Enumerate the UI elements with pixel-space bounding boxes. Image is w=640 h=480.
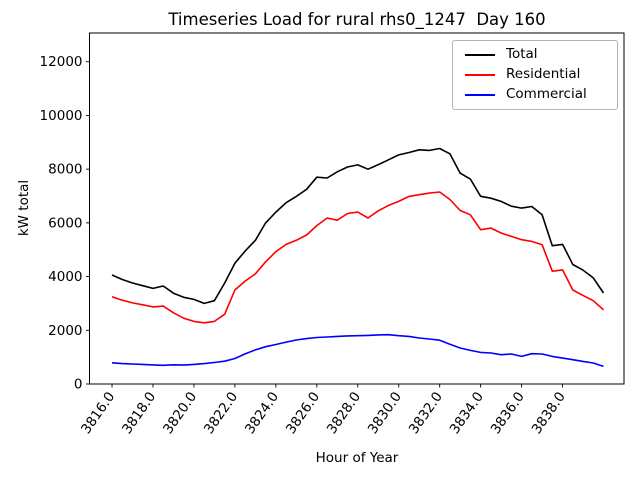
residential-line-swatch: [465, 74, 495, 76]
x-tick-label: 3834.0: [447, 389, 487, 437]
total-line-swatch: [465, 54, 495, 56]
legend-label-residential: Residential: [506, 66, 581, 83]
y-tick-label: 0: [74, 377, 83, 393]
total-line: [111, 147, 605, 305]
legend-item-commercial: Commercial: [465, 88, 617, 102]
legend-item-residential: Residential: [465, 68, 617, 82]
legend-label-total: Total: [506, 46, 538, 63]
x-tick-label: 3838.0: [529, 389, 569, 437]
commercial-line: [111, 333, 604, 368]
x-tick-label: 3826.0: [283, 389, 323, 437]
y-tick-label: 10000: [40, 108, 83, 124]
x-tick-label: 3822.0: [201, 389, 241, 437]
y-tick-label: 12000: [40, 54, 83, 70]
chart-title: Timeseries Load for rural rhs0_1247 Day …: [168, 10, 546, 29]
x-tick-label: 3830.0: [365, 389, 405, 437]
x-tick-label: 3818.0: [119, 389, 159, 437]
x-tick-label: 3832.0: [406, 389, 446, 437]
residential-line: [111, 191, 605, 324]
y-tick-label: 6000: [48, 215, 82, 231]
legend: Total Residential Commercial: [452, 40, 618, 110]
x-tick-label: 3836.0: [488, 389, 528, 437]
y-tick-label: 8000: [48, 162, 82, 178]
x-tick-label: 3820.0: [160, 389, 200, 437]
axes-frame: [89, 32, 625, 385]
legend-item-total: Total: [465, 48, 617, 62]
x-axis-label: Hour of Year: [315, 450, 399, 466]
y-tick-label: 4000: [48, 269, 82, 285]
x-tick-label: 3828.0: [324, 389, 364, 437]
commercial-line-swatch: [465, 94, 495, 96]
x-tick-label: 3824.0: [242, 389, 282, 437]
legend-label-commercial: Commercial: [506, 86, 587, 103]
y-tick-label: 2000: [48, 323, 82, 339]
x-tick-label: 3816.0: [78, 389, 118, 437]
y-axis-label: kW total: [16, 179, 32, 237]
